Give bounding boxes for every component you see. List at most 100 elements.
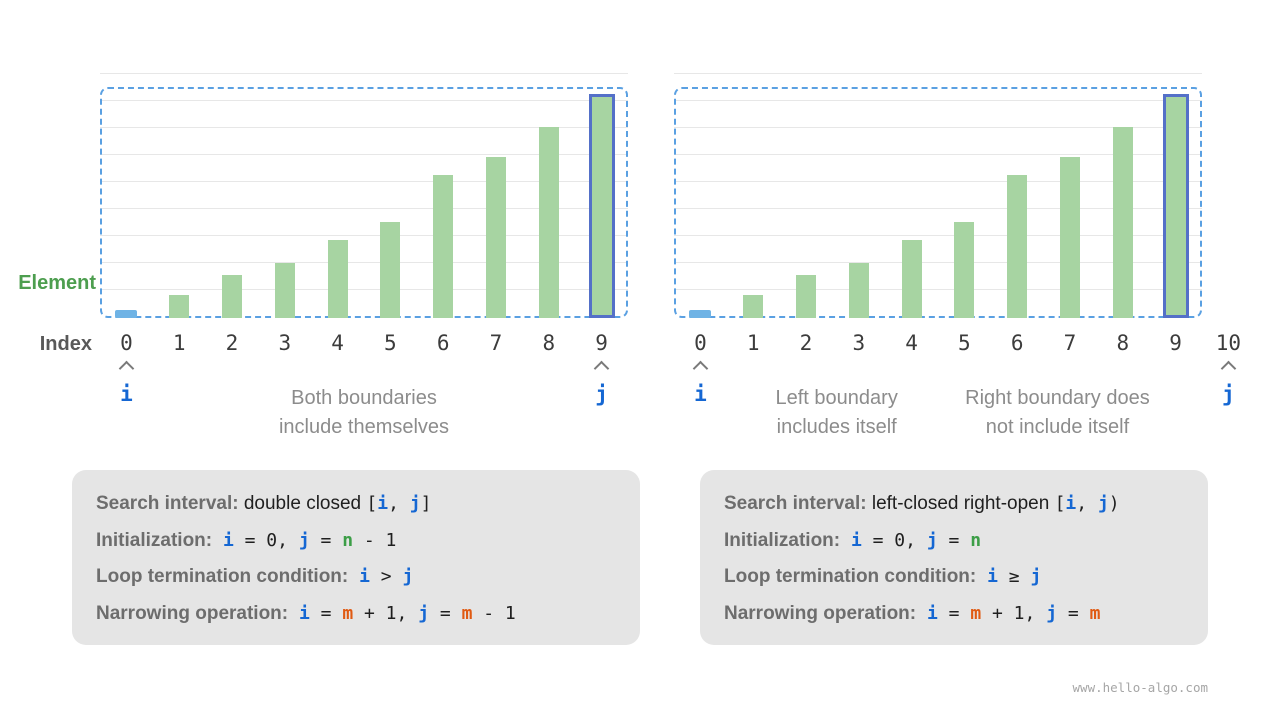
rule-line: Narrowing operation: i = m + 1, j = m	[724, 596, 1184, 633]
bar-index-2	[221, 275, 242, 318]
bar-index-3	[848, 263, 869, 318]
rule-line: Initialization: i = 0, j = n	[724, 523, 1184, 560]
pointer-cell-empty	[727, 382, 780, 462]
rule-token-j: j	[409, 493, 421, 514]
rule-token-i: i	[850, 529, 862, 551]
pointer-cell-empty	[206, 382, 259, 462]
index-axis-label: Index	[39, 333, 92, 355]
bar-slot	[938, 222, 991, 318]
rule-token-j: j	[1046, 602, 1058, 624]
rule-token-code: = 0,	[861, 529, 927, 551]
rule-token-code: ≥	[997, 566, 1031, 587]
bar-slot	[991, 175, 1044, 318]
bar-slot	[674, 310, 727, 318]
bar-index-4	[901, 240, 922, 318]
bar-index-8	[538, 127, 559, 318]
rule-token-code: >	[369, 566, 403, 587]
caret-cell	[885, 358, 938, 382]
panel-left-closed-right-open: 0 1 2 3 4 5 6 7 8 9 10 i j Left boundary includes its…	[674, 73, 1255, 462]
rule-token-j: j	[402, 566, 414, 587]
bar-slot	[522, 127, 575, 318]
caret-up-icon	[1220, 360, 1237, 377]
rule-line: Search interval: double closed [i, j]	[96, 486, 616, 523]
bar-slot	[311, 240, 364, 318]
bar-slot	[1149, 94, 1202, 318]
caret-cell	[417, 358, 470, 382]
index-label-2: 2	[225, 331, 239, 355]
rule-token-i: i	[222, 529, 234, 551]
caret-cell	[522, 358, 575, 382]
rule-token-i: i	[377, 493, 389, 514]
caption-line: Right boundary does	[965, 387, 1150, 409]
pointer-cell-empty	[470, 382, 523, 462]
bar-slot	[153, 295, 206, 318]
index-label-9: 9	[595, 331, 608, 355]
rule-token-i: i	[359, 566, 370, 587]
caret-cell	[1202, 358, 1255, 382]
bar-index-3	[274, 263, 295, 318]
bar-slot	[364, 222, 417, 318]
index-label-7: 7	[489, 331, 503, 355]
rule-token-j: j	[1030, 566, 1042, 587]
chart-area	[100, 73, 628, 318]
rule-token-j: j	[298, 529, 310, 551]
caret-up-icon	[118, 360, 135, 377]
panel-double-closed: 0 1 2 3 4 5 6 7 8 9 i j Both boundaries include them…	[100, 73, 628, 462]
index-label-7: 7	[1063, 331, 1077, 355]
caret-cell	[364, 358, 417, 382]
caret-cell	[780, 358, 833, 382]
rule-token-j: j	[418, 602, 430, 624]
search-interval-outline	[100, 87, 628, 318]
bar-index-1	[743, 295, 764, 318]
bars	[674, 73, 1202, 318]
pointer-cell-empty	[153, 382, 206, 462]
watermark: www.hello-algo.com	[1072, 680, 1208, 695]
caption-line: includes itself	[776, 416, 897, 438]
rule-token-code	[288, 603, 299, 624]
bar-index-7	[1059, 157, 1080, 318]
caret-row	[674, 358, 1255, 382]
rule-token-code: =	[937, 602, 971, 624]
rule-token-code: ,	[1076, 493, 1098, 514]
rule-line: Narrowing operation: i = m + 1, j = m - …	[96, 596, 616, 633]
bar-index-6	[433, 175, 454, 318]
rule-token-code: =	[1057, 602, 1090, 624]
rule-token-code: =	[937, 529, 971, 551]
rule-token-code	[840, 530, 851, 551]
bar-slot	[258, 263, 311, 318]
rule-line: Loop termination condition: i > j	[96, 559, 616, 596]
rule-line: Loop termination condition: i ≥ j	[724, 559, 1184, 596]
caret-cell	[1096, 358, 1149, 382]
bar-index-9	[588, 94, 615, 318]
pointer-i: i	[120, 382, 133, 406]
rule-line: Search interval: left-closed right-open …	[724, 486, 1184, 523]
bars	[100, 73, 628, 318]
rule-token-text: double closed	[238, 493, 367, 514]
bar-slot	[100, 310, 153, 318]
rule-token-i: i	[987, 566, 998, 587]
rule-token-code	[212, 530, 223, 551]
bar-index-0	[689, 310, 712, 318]
caret-up-icon	[692, 360, 709, 377]
caret-cell	[938, 358, 991, 382]
rule-token-m: m	[970, 602, 982, 624]
rule-token-label: Initialization:	[724, 529, 841, 551]
index-label-6: 6	[1010, 331, 1024, 355]
bar-index-5	[954, 222, 975, 318]
rule-token-label: Narrowing operation:	[96, 602, 289, 624]
index-label-6: 6	[436, 331, 450, 355]
caret-cell	[470, 358, 523, 382]
rules-box-left-closed-right-open: Search interval: left-closed right-open …	[700, 470, 1208, 645]
rule-token-i: i	[926, 602, 938, 624]
rule-token-j: j	[1097, 493, 1109, 514]
index-label-8: 8	[1116, 331, 1130, 355]
rule-token-code: + 1,	[353, 602, 419, 624]
caption-line: Both boundaries	[291, 387, 437, 409]
caption: Both boundaries include themselves	[279, 384, 449, 442]
index-label-5: 5	[384, 331, 397, 355]
index-label-2: 2	[799, 331, 813, 355]
caret-cell	[206, 358, 259, 382]
rule-token-n: n	[970, 529, 982, 551]
rule-token-i: i	[298, 602, 310, 624]
rule-token-code	[976, 566, 987, 587]
